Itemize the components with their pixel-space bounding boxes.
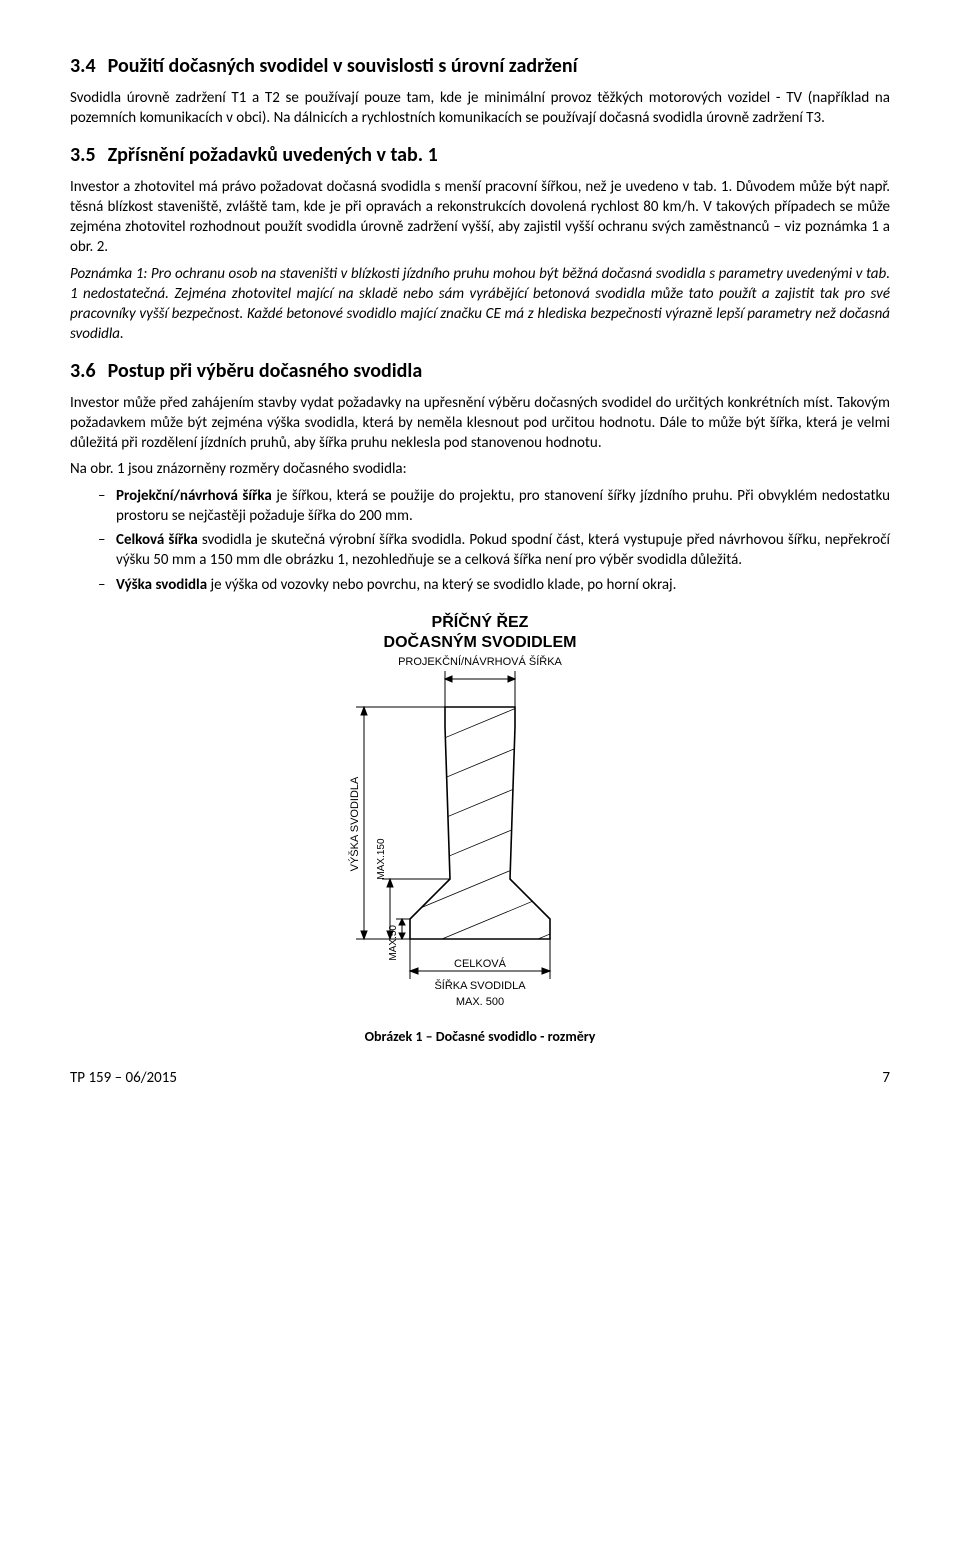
bullet-item: Výška svodidla je výška od vozovky nebo … xyxy=(98,575,890,595)
heading-36: 3.6 Postup při výběru dočasného svodidla xyxy=(70,359,890,383)
heading-35-num: 3.5 xyxy=(70,143,96,167)
para-36-1: Investor může před zahájením stavby vyda… xyxy=(70,393,890,454)
fig-title1: PŘÍČNÝ ŘEZ xyxy=(432,612,529,631)
fig-left-label3: MAX.50 xyxy=(388,924,399,960)
note-35-1: Poznámka 1: Pro ochranu osob na staveniš… xyxy=(70,264,890,345)
heading-35: 3.5 Zpřísnění požadavků uvedených v tab. … xyxy=(70,143,890,167)
bullet-rest: svodidla je skutečná výrobní šířka svodi… xyxy=(116,531,890,569)
heading-34-num: 3.4 xyxy=(70,54,96,78)
fig-bottom-label2: ŠÍŘKA SVODIDLA xyxy=(434,979,526,992)
heading-36-num: 3.6 xyxy=(70,359,96,383)
para-36-2: Na obr. 1 jsou znázorněny rozměry dočasn… xyxy=(70,459,890,479)
dim-vyska xyxy=(356,707,445,939)
bullet-item: Celková šířka svodidla je skutečná výrob… xyxy=(98,530,890,571)
heading-35-title: Zpřísnění požadavků uvedených v tab. 1 xyxy=(108,143,438,167)
fig-left-label1: VÝŠKA SVODIDLA xyxy=(348,776,361,871)
figure-1-svg: PŘÍČNÝ ŘEZ DOČASNÝM SVODIDLEM PROJEKČNÍ/… xyxy=(310,609,650,1019)
fig-left-label2: MAX.150 xyxy=(376,838,387,880)
bullet-bold: Projekční/návrhová šířka xyxy=(116,487,272,505)
top-dim xyxy=(445,671,515,707)
page-footer: TP 159 – 06/2015 7 xyxy=(70,1069,890,1087)
figure-1-caption: Obrázek 1 – Dočasné svodidlo - rozměry xyxy=(70,1028,890,1045)
fig-bottom-label3: MAX. 500 xyxy=(456,996,504,1008)
heading-36-title: Postup při výběru dočasného svodidla xyxy=(108,359,423,383)
figure-1: PŘÍČNÝ ŘEZ DOČASNÝM SVODIDLEM PROJEKČNÍ/… xyxy=(70,609,890,1045)
para-34-1: Svodidla úrovně zadržení T1 a T2 se použ… xyxy=(70,88,890,129)
para-35-1: Investor a zhotovitel má právo požadovat… xyxy=(70,177,890,258)
bullet-item: Projekční/návrhová šířka je šířkou, kter… xyxy=(98,486,890,527)
document-page: 3.4 Použití dočasných svodidel v souvislo… xyxy=(0,0,960,1107)
bullet-list-36: Projekční/návrhová šířka je šířkou, kter… xyxy=(70,486,890,595)
barrier-outline xyxy=(410,707,550,939)
bullet-rest: je výška od vozovky nebo povrchu, na kte… xyxy=(207,576,676,594)
bullet-bold: Celková šířka xyxy=(116,531,198,549)
heading-34-title: Použití dočasných svodidel v souvislosti… xyxy=(108,54,578,78)
heading-34: 3.4 Použití dočasných svodidel v souvislo… xyxy=(70,54,890,78)
fig-top-label: PROJEKČNÍ/NÁVRHOVÁ ŠÍŘKA xyxy=(398,655,562,668)
bullet-bold: Výška svodidla xyxy=(116,576,207,594)
footer-left: TP 159 – 06/2015 xyxy=(70,1069,177,1087)
footer-right: 7 xyxy=(882,1069,890,1087)
fig-title2: DOČASNÝM SVODIDLEM xyxy=(384,632,577,651)
fig-bottom-label1: CELKOVÁ xyxy=(454,957,507,970)
